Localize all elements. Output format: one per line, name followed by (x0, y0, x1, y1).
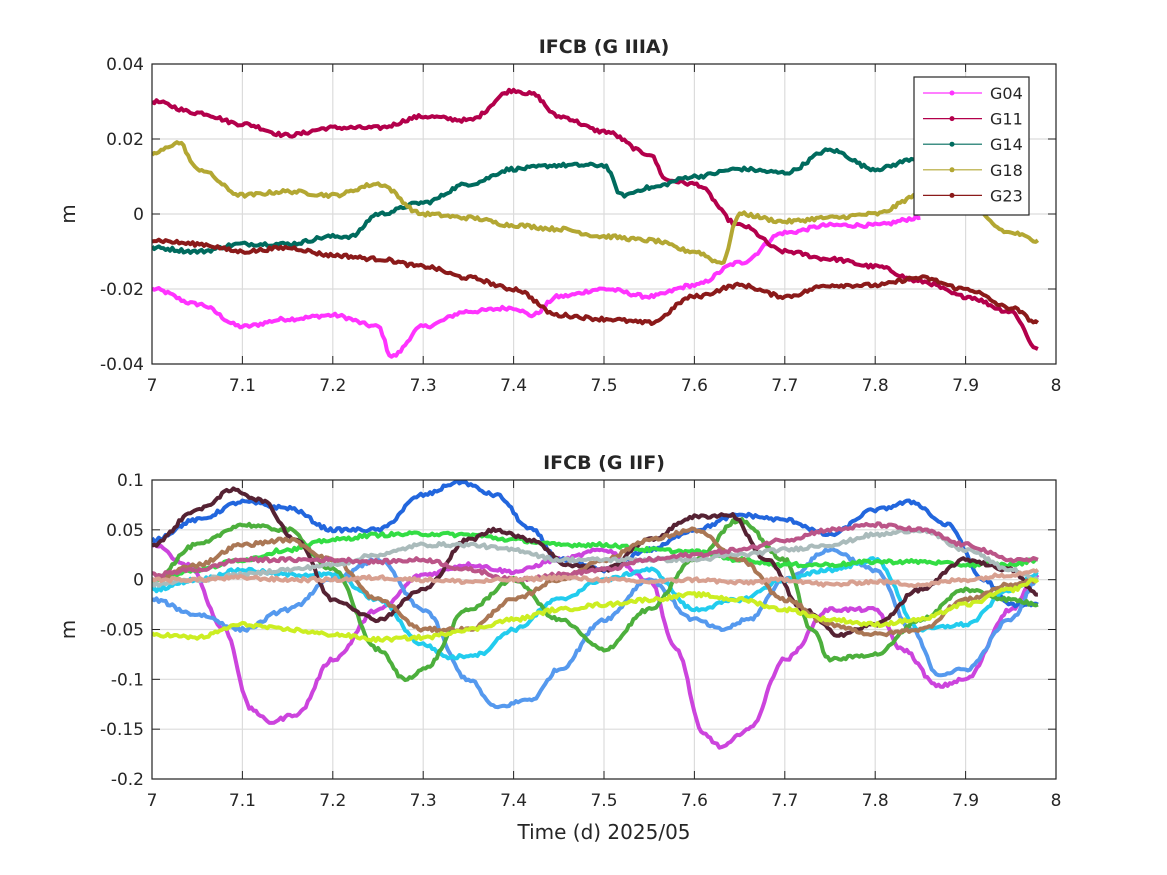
series-line-11 (152, 577, 1040, 643)
series-line-g23 (152, 237, 1040, 326)
legend-marker-g11 (949, 116, 955, 122)
y-tick-label: 0 (133, 571, 144, 591)
x-tick-label: 7.1 (229, 376, 256, 396)
x-tick-label: 7.3 (410, 791, 437, 811)
legend-marker-g23 (949, 192, 955, 198)
x-tick-label: 7.5 (590, 791, 617, 811)
y-tick-label: -0.2 (111, 770, 144, 790)
legend-label-g14: G14 (990, 135, 1023, 154)
x-tick-label: 7.1 (229, 791, 256, 811)
legend-label-g23: G23 (990, 186, 1023, 205)
series-line-5 (152, 517, 1039, 683)
axes-frame (151, 63, 1057, 365)
legend-box (913, 76, 1030, 216)
series-line-9 (152, 527, 1039, 588)
y-tick-label: 0.04 (106, 55, 144, 75)
legend-marker-g14 (949, 141, 955, 147)
series-line-g18 (152, 140, 1040, 266)
series-line-g04 (152, 214, 921, 359)
x-tick-label: 7.4 (500, 791, 527, 811)
x-axis-label: Time (d) 2025/05 (516, 820, 690, 844)
x-tick-label: 7.9 (952, 376, 979, 396)
legend-label-g04: G04 (990, 84, 1023, 103)
y-tick-label: -0.1 (111, 670, 144, 690)
series-group (152, 87, 1040, 359)
y-tick-label: -0.05 (100, 621, 144, 641)
series-line-g14 (152, 144, 940, 255)
series-line-6 (152, 530, 1039, 583)
x-tick-label: 7.9 (952, 791, 979, 811)
legend: G04 G11 G14 G18 G23 (913, 76, 1030, 216)
y-tick-label: -0.02 (100, 280, 144, 300)
series-line-12 (152, 568, 1040, 588)
x-tick-label: 7.2 (319, 791, 346, 811)
x-tick-label: 7.7 (771, 791, 798, 811)
series-line-3 (152, 546, 1039, 710)
y-axis-label: m (56, 620, 80, 639)
chart-panel-1: 7 7.1 7.2 7.3 7.4 7.5 7.6 7.7 7.8 7.9 8 -0.04 -0.02 0… (56, 36, 1061, 396)
chart-title: IFCB (G IIF) (543, 452, 665, 474)
x-tick-label: 7.5 (590, 376, 617, 396)
y-tick-label: 0 (133, 205, 144, 225)
legend-label-g11: G11 (990, 110, 1023, 129)
x-tick-label: 7 (147, 791, 158, 811)
x-tick-label: 7 (147, 376, 158, 396)
x-tick-label: 7.3 (410, 376, 437, 396)
x-tick-label: 7.4 (500, 376, 527, 396)
x-tick-label: 7.6 (681, 791, 708, 811)
axes-frame (151, 479, 1057, 780)
x-tick-label: 8 (1051, 376, 1062, 396)
y-axis-label: m (56, 204, 80, 223)
x-tick-label: 7.7 (771, 376, 798, 396)
series-group (152, 480, 1040, 750)
x-tick-label: 7.8 (862, 376, 889, 396)
x-tick-label: 8 (1051, 791, 1062, 811)
chart-panel-2: 7 7.1 7.2 7.3 7.4 7.5 7.6 7.7 7.8 7.9 8 -0.2 -0.15 -0… (56, 452, 1061, 844)
legend-marker-g18 (949, 167, 955, 173)
series-line-4 (152, 556, 1039, 661)
x-tick-label: 7.6 (681, 376, 708, 396)
series-line-8 (152, 526, 1038, 638)
chart-title: IFCB (G IIIA) (539, 36, 670, 58)
x-tick-label: 7.8 (862, 791, 889, 811)
x-tick-label: 7.2 (319, 376, 346, 396)
y-tick-label: 0.05 (106, 521, 144, 541)
y-tick-label: 0.1 (117, 471, 144, 491)
y-tick-label: -0.04 (100, 355, 144, 375)
series-line-10 (152, 521, 1039, 583)
legend-label-g18: G18 (990, 161, 1023, 180)
legend-marker-g04 (949, 90, 955, 96)
y-tick-label: 0.02 (106, 130, 144, 150)
series-line-g11 (152, 87, 1039, 351)
y-tick-label: -0.15 (100, 720, 144, 740)
